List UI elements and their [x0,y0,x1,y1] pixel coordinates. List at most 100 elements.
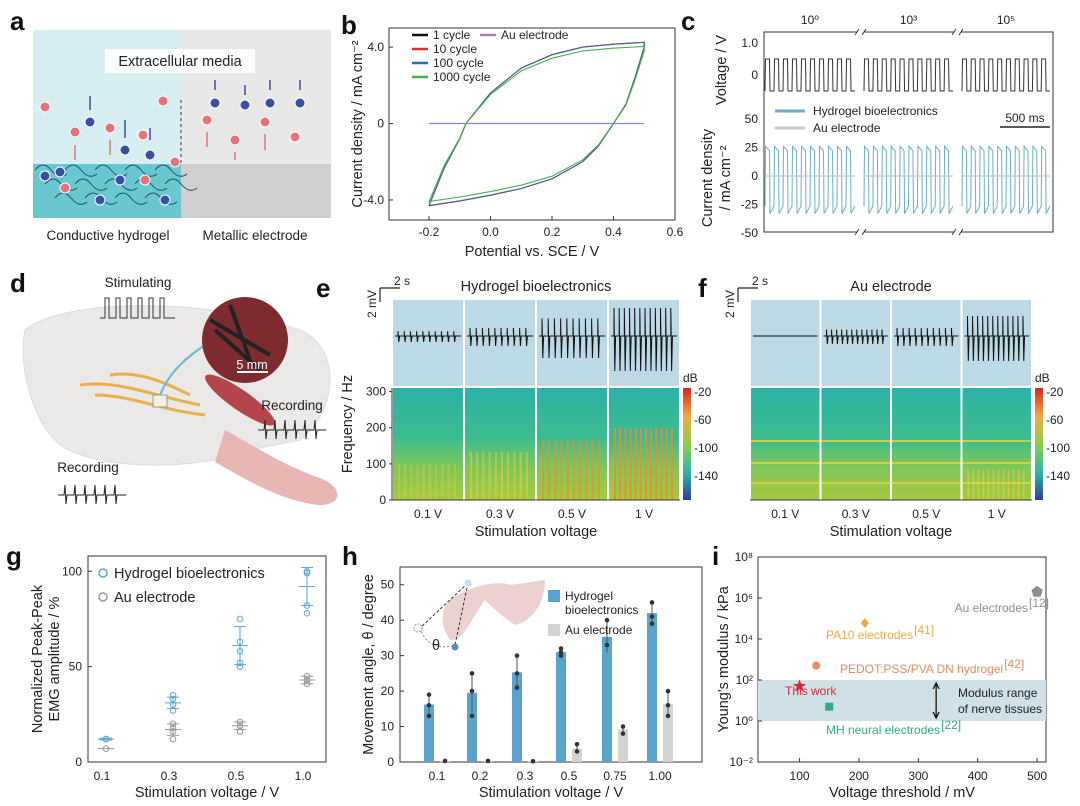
spectrogram-segment [393,388,463,500]
current-tick-label: -25 [741,198,759,212]
spectral-stripe [670,428,673,500]
data-point [514,671,520,676]
legend-label: 1 cycle [433,28,471,42]
spectral-stripe [566,440,569,500]
data-point [442,758,448,764]
y-tick-label: 30 [381,649,395,663]
spectral-band [821,462,890,464]
cation-icon [39,101,51,113]
photo-scale-label: 5 mm [236,358,267,372]
data-point [558,653,564,658]
spectral-stripe [591,440,594,500]
data-point [303,676,311,684]
cation-icon [69,126,81,138]
legend-swatch [548,624,560,636]
spectral-stripe [1007,470,1010,500]
anion-icon [294,97,306,109]
voltage-square-wave [764,58,855,92]
spectral-band [962,482,1031,484]
data-point-square [825,702,834,711]
spectral-stripe [967,470,969,500]
nerve-electrode [152,394,168,408]
panel-label-d: d [10,268,26,298]
legend-label: Au electrode [565,623,633,637]
emg-trace [467,327,533,347]
x-tick-label: 0.4 [605,225,622,239]
spectral-stripe [501,452,503,500]
data-point [665,713,671,719]
y-tick-label: 10⁻² [729,755,753,769]
y-tick-label: 10⁸ [735,550,753,564]
axis-break-icon [854,228,867,236]
y-tick-label: 200 [366,421,386,435]
voltage-axis-label: Voltage / V [714,35,730,105]
x-category-label: 1 V [635,507,653,521]
data-point [469,671,475,676]
ions [34,80,306,206]
data-point [514,685,520,690]
y-tick-label: 0 [75,755,82,769]
emg-background [465,300,535,386]
legend-marker [98,568,108,578]
bar [572,748,582,762]
legend-marker [98,592,108,602]
data-point [169,724,177,731]
x-tick-label: 200 [849,769,869,783]
spectral-band [821,482,890,484]
time-scale-label: 2 s [394,274,410,288]
spectral-band [751,440,820,442]
media-label: Extracellular media [118,54,242,70]
colorbar-tick-label: -60 [1046,413,1064,427]
x-tick-label: 0.3 [517,769,534,783]
anion-icon [239,99,251,111]
y-tick-label: 10⁴ [734,632,753,646]
data-point [236,663,244,670]
cation-icon [59,182,71,194]
anion-icon [144,149,156,161]
spectral-stripe [1002,470,1005,500]
scale-bar [737,287,758,302]
data-point [558,646,564,651]
anion-icon [119,144,131,156]
start-position-marker [413,623,423,633]
legend-label: Hydrogel bioelectronics [114,566,265,582]
y-tick-label: 100 [62,564,82,578]
legend-label: Au electrode [114,590,195,606]
cation-icon [229,134,241,146]
double-arrow-icon [932,681,940,720]
series-cv-curve [428,45,645,203]
data-point [604,642,610,648]
polymer-chain [154,164,188,177]
recording-label-right: Recording [261,398,323,413]
spectral-stripe [525,452,528,500]
y-tick-label: 10² [736,673,753,687]
panel-label-e: e [316,273,330,303]
anion-icon [209,97,221,109]
electrode-lead [159,344,206,396]
cation-icon [139,174,151,186]
x-category-label: 0.5 V [558,507,586,521]
point-label: PA10 electrodes [826,628,913,642]
charts: -0.2 0.0 0.2 0.4 0.6 -4.0 0 4.0 Potential vs. SC… [30,13,1070,801]
legend-label: 100 cycle [433,56,484,70]
data-point [604,617,610,623]
stimulation-pulse-train [100,297,175,319]
colorbar-label: dB [683,371,698,385]
recording-trace-left [58,484,126,505]
axis-break-gap [857,229,864,235]
x-tick-label: 0.5 [561,769,578,783]
nerve-modulus-band [758,680,1046,721]
voltage-tick-label: 1.0 [741,36,758,50]
data-point [649,621,655,627]
panel-label-b: b [341,10,357,40]
spectral-stripe [997,470,1000,500]
spectral-stripe [447,464,450,500]
data-point [530,758,536,764]
spectral-stripe [560,440,563,500]
anion-icon [84,116,96,128]
polymer-chain [64,164,98,177]
band-label-2: of nerve tissues [958,702,1042,716]
recording-label-left: Recording [57,460,119,475]
axis-break-gap [954,229,961,235]
panel-title: Hydrogel bioelectronics [461,279,612,295]
